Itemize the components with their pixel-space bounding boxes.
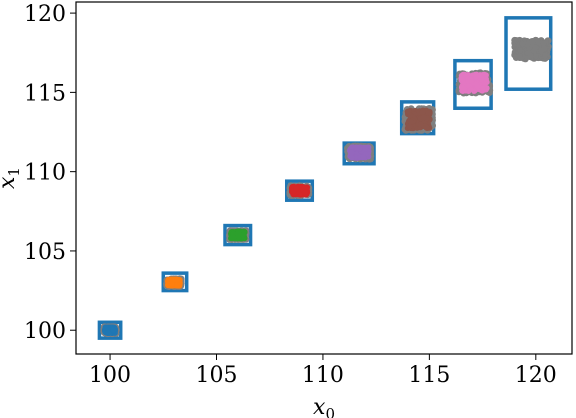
- point: [417, 121, 424, 128]
- point: [174, 281, 181, 288]
- points-3: [225, 227, 250, 243]
- point: [517, 47, 524, 54]
- point: [540, 40, 547, 47]
- point: [420, 114, 427, 121]
- point: [234, 230, 241, 237]
- cluster-4: [284, 179, 315, 202]
- y-tick-label: 100: [24, 319, 66, 344]
- x-axis: 100 105 110 115 120: [89, 354, 557, 388]
- point: [465, 78, 472, 85]
- plot-area: [97, 16, 553, 340]
- points-7: [455, 69, 494, 97]
- point: [293, 185, 300, 192]
- points-4: [286, 182, 313, 200]
- point: [473, 73, 480, 80]
- cluster-8: [504, 16, 553, 91]
- point: [348, 154, 355, 161]
- cluster-6: [399, 100, 436, 136]
- cluster-5: [342, 141, 376, 166]
- point: [230, 234, 237, 241]
- bounding-box-3: [223, 223, 253, 247]
- y-axis-label: x1: [0, 167, 23, 189]
- cluster-1: [97, 320, 123, 340]
- y-tick-label: 105: [24, 240, 66, 265]
- point: [482, 76, 489, 83]
- x-tick-label: 120: [515, 363, 557, 388]
- bounding-box-8: [504, 16, 553, 91]
- y-tick-label: 120: [24, 2, 66, 27]
- x-tick-label: 100: [89, 363, 131, 388]
- point: [239, 231, 246, 238]
- point: [302, 189, 309, 196]
- points-8: [511, 36, 552, 63]
- point: [166, 277, 173, 284]
- point: [516, 53, 523, 60]
- y-tick-label: 115: [24, 81, 66, 106]
- bounding-box-4: [284, 179, 315, 202]
- point: [348, 149, 355, 156]
- point: [530, 48, 537, 55]
- point: [479, 85, 486, 92]
- point: [532, 53, 539, 60]
- point: [354, 144, 361, 151]
- point: [360, 154, 367, 161]
- point: [423, 124, 430, 131]
- cluster-2: [161, 271, 189, 293]
- point: [102, 324, 109, 331]
- point: [406, 123, 413, 130]
- bounding-box-1: [97, 320, 123, 340]
- cluster-3: [223, 223, 253, 247]
- point: [425, 110, 432, 117]
- point: [529, 39, 536, 46]
- x-tick-label: 115: [408, 363, 450, 388]
- point: [474, 83, 481, 90]
- x-axis-label: x0: [313, 395, 335, 418]
- point: [174, 276, 181, 283]
- bounding-box-2: [161, 271, 189, 293]
- point: [527, 52, 534, 59]
- x-tick-label: 105: [195, 363, 237, 388]
- points-6: [401, 105, 436, 134]
- point: [362, 145, 369, 152]
- axes-frame: [75, 1, 573, 355]
- point: [541, 45, 548, 52]
- y-tick-label: 110: [24, 161, 66, 186]
- point: [524, 41, 531, 48]
- points-5: [344, 142, 375, 163]
- point: [535, 39, 542, 46]
- point: [458, 84, 465, 91]
- y-axis: 100 105 110 115 120: [24, 2, 76, 344]
- cluster-7: [453, 58, 494, 110]
- point: [110, 326, 117, 333]
- point: [419, 109, 426, 116]
- points-2: [163, 275, 185, 290]
- point: [105, 329, 112, 336]
- point: [542, 52, 549, 59]
- point: [301, 184, 308, 191]
- points-1: [100, 323, 120, 338]
- point: [519, 40, 526, 47]
- x-tick-label: 110: [302, 363, 344, 388]
